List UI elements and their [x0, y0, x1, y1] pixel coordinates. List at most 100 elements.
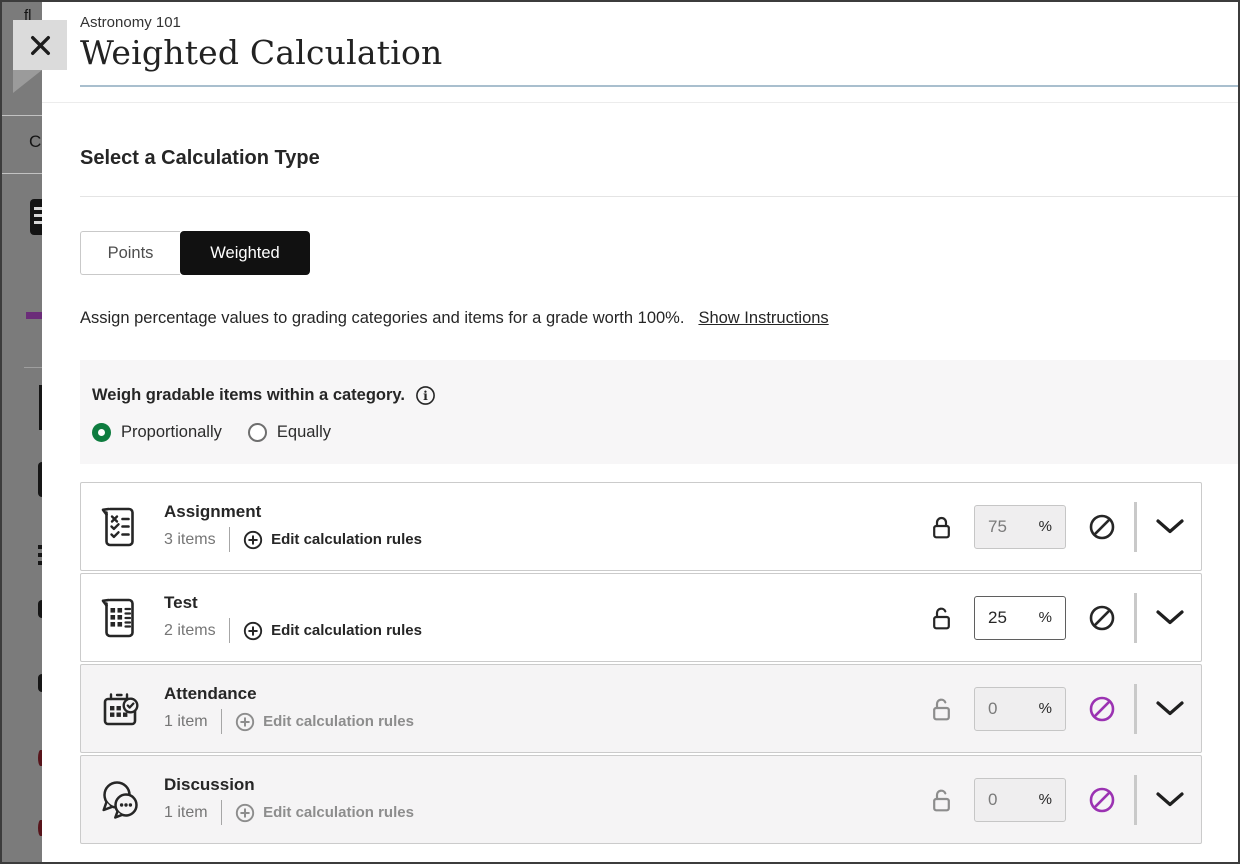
prohibit-icon — [1089, 787, 1115, 812]
exclude-category-button[interactable] — [1088, 604, 1116, 632]
plus-circle-icon — [243, 621, 263, 640]
category-name: Discussion — [164, 775, 255, 794]
assignment-category-icon — [101, 507, 134, 546]
weight-input — [988, 516, 1030, 537]
edit-calculation-rules-button: Edit calculation rules — [235, 803, 414, 823]
chevron-down-icon — [1156, 519, 1184, 534]
backdrop-fragment — [38, 820, 42, 836]
weigh-radio-group: Proportionally Equally — [92, 423, 1238, 442]
radio-proportionally[interactable]: Proportionally — [92, 423, 222, 442]
weight-input[interactable] — [988, 607, 1030, 628]
edit-calculation-rules-label: Edit calculation rules — [263, 713, 414, 730]
expand-category-button[interactable] — [1155, 700, 1185, 717]
divider — [228, 618, 231, 643]
backdrop-fragment — [38, 553, 42, 557]
backdrop-fragment-line — [2, 115, 42, 116]
category-item-count: 2 items — [164, 621, 216, 639]
backdrop-fragment-text: Co — [29, 132, 42, 151]
lock-toggle-button — [931, 696, 952, 722]
tab-weighted[interactable]: Weighted — [180, 231, 310, 275]
close-panel-button[interactable] — [13, 20, 67, 70]
category-item-count: 1 item — [164, 712, 208, 730]
radio-unselected-icon — [247, 423, 267, 442]
edit-calculation-rules-button[interactable]: Edit calculation rules — [243, 530, 422, 550]
panel-header: Astronomy 101 Weighted Calculation — [42, 2, 1238, 103]
backdrop-fragment-line — [24, 367, 42, 368]
exclude-category-button[interactable] — [1088, 513, 1116, 541]
expand-category-button[interactable] — [1155, 791, 1185, 808]
edit-calculation-rules-button[interactable]: Edit calculation rules — [243, 621, 422, 641]
page-title: Weighted Calculation — [80, 33, 443, 72]
exclude-category-button[interactable] — [1088, 695, 1116, 723]
weigh-options-section: Weigh gradable items within a category. … — [80, 360, 1238, 464]
divider — [1134, 592, 1137, 643]
divider — [1134, 683, 1137, 734]
course-label: Astronomy 101 — [80, 14, 181, 31]
backdrop-menu-icon — [30, 199, 42, 235]
backdrop-fragment-line — [2, 173, 42, 174]
category-item-count: 3 items — [164, 530, 216, 548]
lock-toggle-button — [931, 787, 952, 813]
description-text: Assign percentage values to grading cate… — [80, 309, 685, 327]
divider — [220, 709, 223, 734]
backdrop-fragment-bar — [26, 312, 42, 319]
percent-sign: % — [1038, 609, 1052, 626]
divider — [1134, 774, 1137, 825]
backdrop-fragment — [38, 545, 42, 549]
test-category-icon — [101, 598, 134, 637]
close-icon — [30, 35, 50, 55]
prohibit-icon — [1089, 605, 1115, 630]
title-underline: Weighted Calculation — [80, 31, 1238, 87]
divider — [228, 527, 231, 552]
section-heading: Select a Calculation Type — [80, 147, 320, 169]
radio-label: Proportionally — [121, 423, 222, 441]
radio-equally[interactable]: Equally — [247, 423, 332, 442]
discussion-category-icon — [102, 780, 138, 819]
edit-calculation-rules-label: Edit calculation rules — [271, 622, 422, 639]
weight-field: % — [974, 777, 1066, 822]
tab-points[interactable]: Points — [80, 231, 180, 275]
info-button[interactable]: i — [415, 385, 436, 406]
info-icon: i — [416, 386, 435, 405]
weigh-section-heading: Weigh gradable items within a category. — [92, 386, 405, 404]
panel-content: Select a Calculation Type Points Weighte… — [42, 147, 1238, 844]
backdrop-fragment — [38, 462, 42, 497]
lock-open-icon — [933, 607, 950, 629]
lock-toggle-button[interactable] — [931, 514, 952, 540]
lock-open-icon — [933, 789, 950, 811]
lock-toggle-button[interactable] — [931, 605, 952, 631]
category-row-assignment: Assignment 3 items Edit calculation rule… — [80, 482, 1202, 571]
backdrop-fragment — [38, 750, 42, 766]
plus-circle-icon — [243, 530, 263, 549]
category-row-attendance: Attendance 1 item Edit calculation rules — [80, 664, 1202, 753]
chevron-down-icon — [1156, 701, 1184, 716]
backdrop-fragment — [38, 674, 42, 692]
category-name: Assignment — [164, 502, 262, 521]
backdrop-fragment — [38, 600, 42, 618]
exclude-category-button[interactable] — [1088, 786, 1116, 814]
close-button-fold — [13, 70, 42, 93]
radio-label: Equally — [276, 423, 332, 441]
attendance-category-icon — [103, 692, 139, 725]
svg-text:i: i — [423, 388, 428, 403]
weight-input — [988, 698, 1030, 719]
prohibit-icon — [1089, 696, 1115, 721]
divider — [220, 800, 223, 825]
category-row-discussion: Discussion 1 item Edit calculation rules — [80, 755, 1202, 844]
show-instructions-link[interactable]: Show Instructions — [698, 309, 829, 327]
weight-field: % — [974, 504, 1066, 549]
edit-calculation-rules-button: Edit calculation rules — [235, 712, 414, 732]
category-list: Assignment 3 items Edit calculation rule… — [80, 482, 1202, 844]
divider — [1134, 501, 1137, 552]
panel: Astronomy 101 Weighted Calculation Selec… — [42, 2, 1238, 862]
radio-selected-icon — [92, 423, 111, 442]
percent-sign: % — [1038, 700, 1052, 717]
plus-circle-icon — [235, 803, 255, 822]
weight-field: % — [974, 686, 1066, 731]
backdrop-fragment — [39, 385, 42, 430]
expand-category-button[interactable] — [1155, 609, 1185, 626]
backdrop-fragment-text: fl — [24, 7, 32, 24]
backdrop-overlay: fl Co — [2, 2, 42, 862]
expand-category-button[interactable] — [1155, 518, 1185, 535]
category-name: Attendance — [164, 684, 257, 703]
